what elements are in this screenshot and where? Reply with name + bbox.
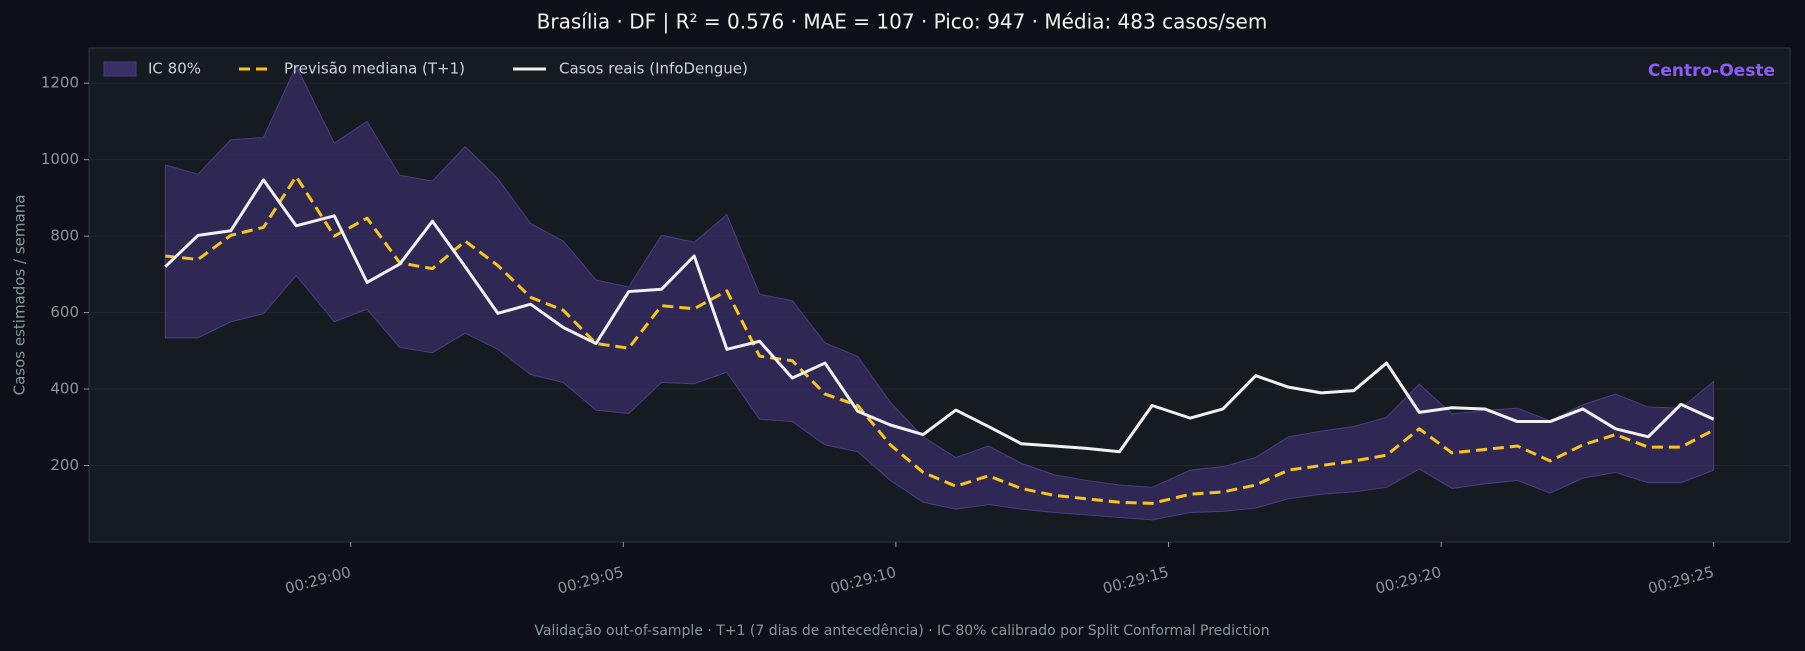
- confidence-band: [164, 64, 1715, 521]
- series-line: [165, 174, 1715, 505]
- series-line: [164, 178, 1715, 454]
- legend-label: Casos reais (InfoDengue): [559, 60, 748, 78]
- annotation: Centro-Oeste: [1648, 61, 1775, 81]
- y-tick-label: 200: [50, 456, 79, 474]
- legend-label: IC 80%: [148, 60, 201, 78]
- y-tick-label: 400: [50, 380, 79, 398]
- y-axis-label: Casos estimados / semana: [11, 195, 29, 396]
- y-tick-label: 800: [50, 227, 79, 245]
- y-tick-label: 1200: [41, 74, 79, 92]
- y-tick-label: 600: [50, 303, 79, 321]
- footer: Validação out-of-sample · T+1 (7 dias de…: [534, 623, 1269, 639]
- legend-label: Previsão mediana (T+1): [284, 60, 465, 78]
- y-tick-label: 1000: [41, 150, 79, 168]
- chart-title: Brasília · DF | R² = 0.576 · MAE = 107 ·…: [537, 10, 1268, 34]
- legend-swatch: [103, 61, 137, 77]
